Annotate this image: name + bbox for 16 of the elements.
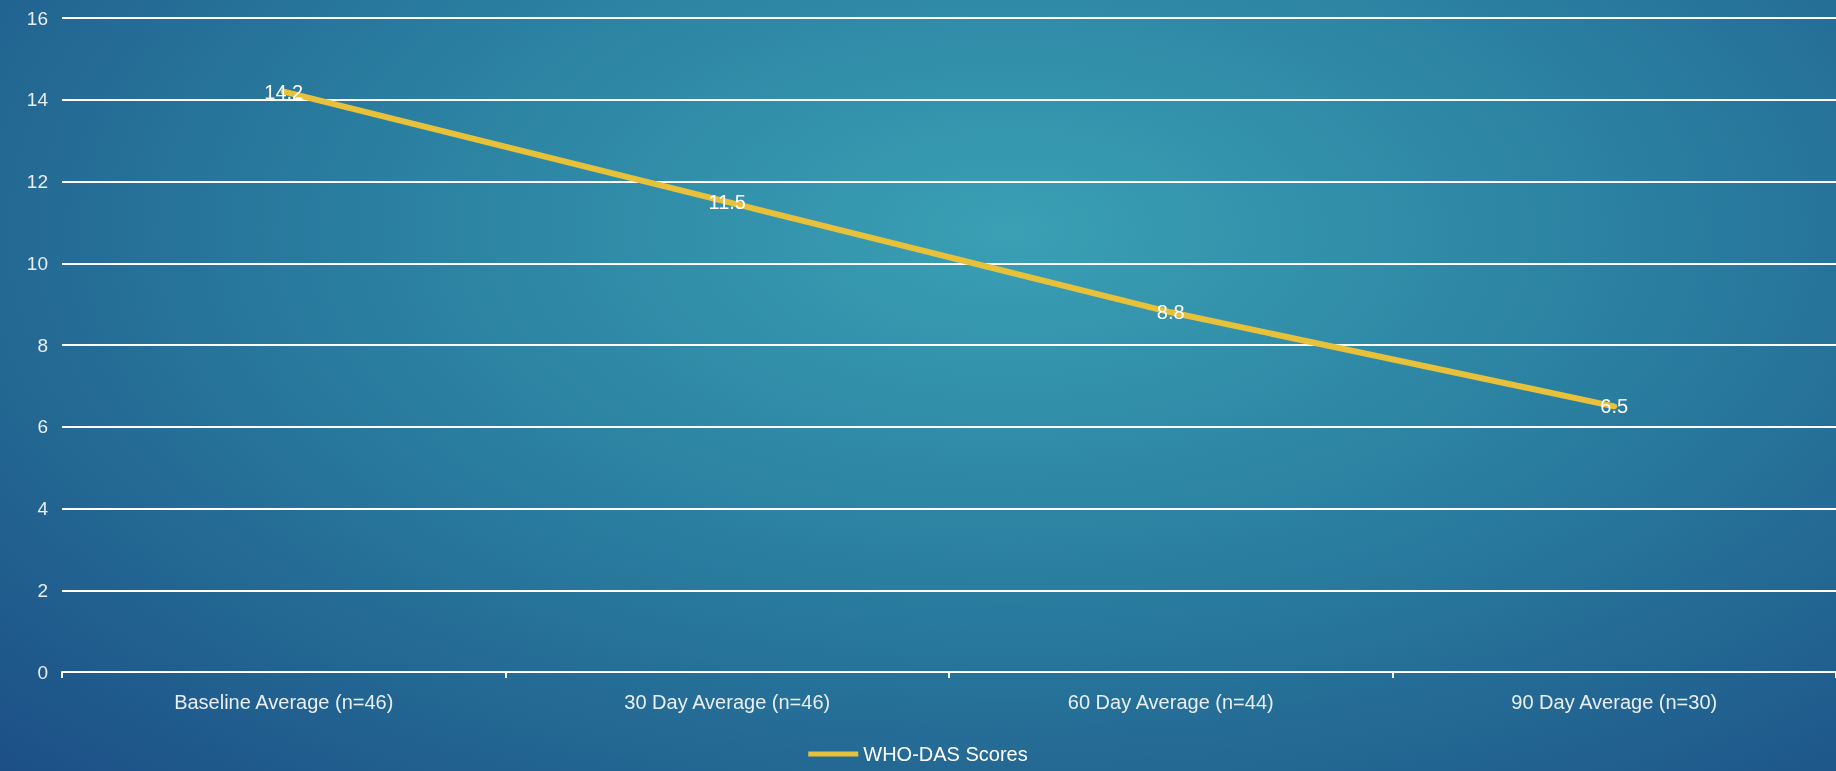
y-tick-label: 6 bbox=[37, 416, 48, 438]
y-tick-label: 8 bbox=[37, 334, 48, 356]
y-tick-label: 2 bbox=[37, 579, 48, 601]
data-label: 6.5 bbox=[1600, 395, 1629, 418]
x-tick-label: 60 Day Average (n=44) bbox=[1067, 691, 1274, 713]
data-label: 14.2 bbox=[264, 80, 304, 103]
y-tick-label: 10 bbox=[26, 252, 48, 274]
legend-label: WHO-DAS Scores bbox=[863, 743, 1028, 765]
y-tick-label: 14 bbox=[26, 89, 49, 111]
x-tick-label: Baseline Average (n=46) bbox=[174, 691, 394, 713]
x-tick-label: 90 Day Average (n=30) bbox=[1511, 691, 1718, 713]
y-tick-label: 16 bbox=[26, 7, 48, 29]
y-tick-label: 0 bbox=[37, 661, 48, 683]
y-tick-label: 12 bbox=[26, 171, 48, 192]
x-tick-label: 30 Day Average (n=46) bbox=[624, 691, 831, 713]
y-tick-label: 4 bbox=[37, 498, 49, 519]
